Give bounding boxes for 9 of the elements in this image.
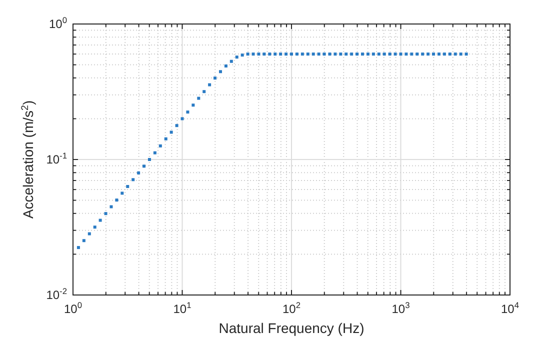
x-tick-label: 10$^{3}$ <box>392 300 410 316</box>
y-tick-label: 10$^{0}$ <box>48 15 68 31</box>
y-tick-label: 10$^{-2}$ <box>46 286 68 302</box>
x-tick-label: 10$^{1}$ <box>173 300 192 316</box>
x-tick-label: 10$^{2}$ <box>282 300 301 316</box>
x-tick-label: 10$^{4}$ <box>500 300 520 316</box>
x-tick-label: 10$^{0}$ <box>64 300 82 316</box>
x-axis-title: Natural Frequency (Hz) <box>218 320 364 336</box>
y-tick-label: 10$^{-1}$ <box>46 150 68 166</box>
